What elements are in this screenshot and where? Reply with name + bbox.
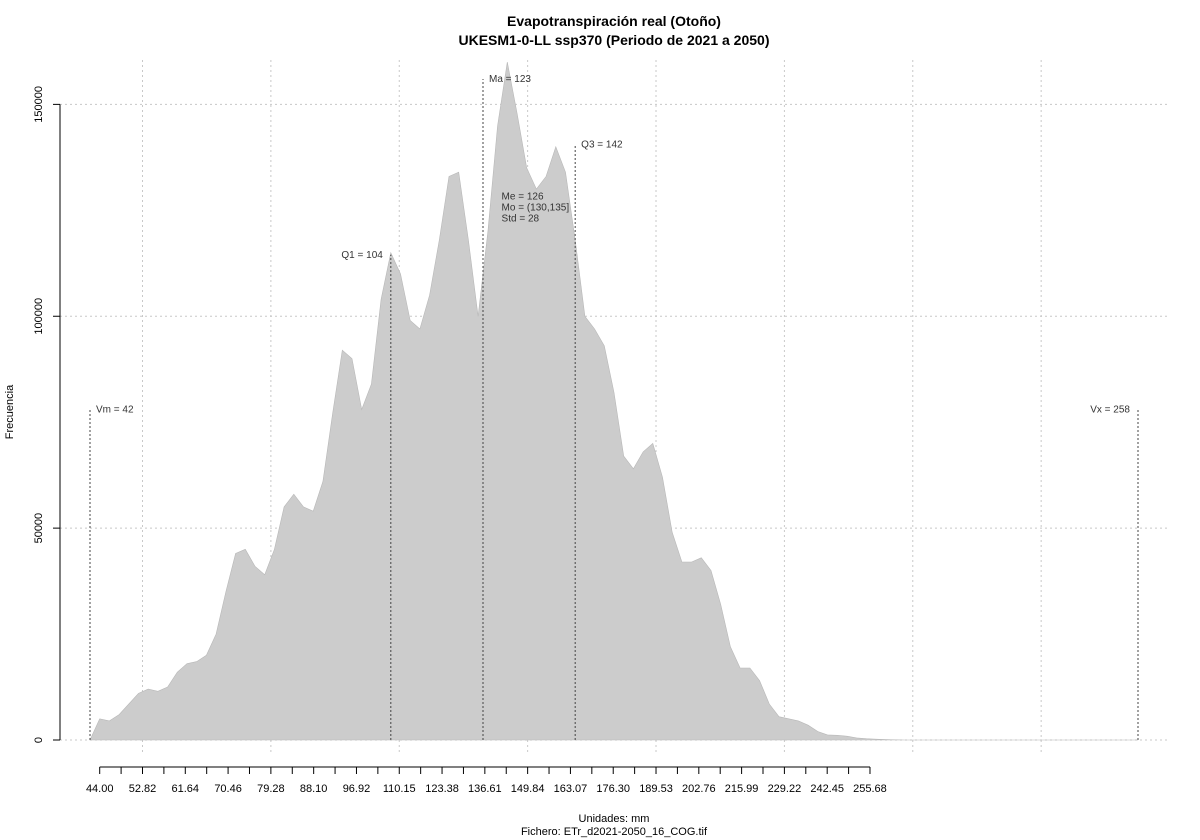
chart-title: Evapotranspiración real (Otoño) [507,13,721,29]
x-tick-label: 242.45 [810,783,844,795]
stat-markers: Vm = 42 Q1 = 104 Ma = 123 Q3 = 142 Vx = 258 [89,74,1139,740]
x-tick-label: 52.82 [129,783,157,795]
y-tick-label: 100000 [33,298,45,335]
x-tick-label: 189.53 [639,783,673,795]
x-tick-label: 123.38 [425,783,459,795]
x-axis: 44.00 52.82 61.64 70.46 79.28 88.10 96.92 110.1… [86,766,887,795]
y-axis: 0 50000 100000 150000 [33,86,61,743]
footer-filename: Fichero: ETr_d2021-2050_16_COG.tif [521,826,708,838]
x-tick-label: 136.61 [468,783,502,795]
x-tick-label: 149.84 [511,783,545,795]
x-tick-label: 202.76 [682,783,716,795]
x-tick-label: 176.30 [596,783,630,795]
x-tick-label: 229.22 [768,783,802,795]
y-tick-label: 0 [33,737,45,743]
stat-text: Me = 126 [502,192,544,203]
x-axis-label: Unidades: mm [579,813,650,825]
x-tick-label: 88.10 [300,783,328,795]
x-tick-label: 61.64 [172,783,200,795]
x-tick-label: 215.99 [725,783,759,795]
marker-label: Vm = 42 [96,404,134,415]
x-tick-label: 110.15 [383,783,416,795]
x-tick-label: 79.28 [257,783,285,795]
x-tick-label: 255.68 [853,783,887,795]
y-axis-label: Frecuencia [4,384,16,439]
marker-label: Q3 = 142 [581,140,623,151]
y-tick-label: 150000 [33,86,45,123]
x-tick-label: 96.92 [343,783,371,795]
chart-subtitle: UKESM1-0-LL ssp370 (Periodo de 2021 a 20… [459,32,770,48]
marker-label: Vx = 258 [1090,404,1130,415]
density-area [89,61,1138,741]
x-tick-label: 70.46 [214,783,242,795]
marker-label: Ma = 123 [489,74,531,85]
stat-text: Mo = (130,135] [502,203,570,214]
y-tick-label: 50000 [33,513,45,544]
marker-label: Q1 = 104 [341,250,383,261]
x-tick-label: 44.00 [86,783,114,795]
stat-text: Std = 28 [502,214,540,225]
x-tick-label: 163.07 [554,783,588,795]
